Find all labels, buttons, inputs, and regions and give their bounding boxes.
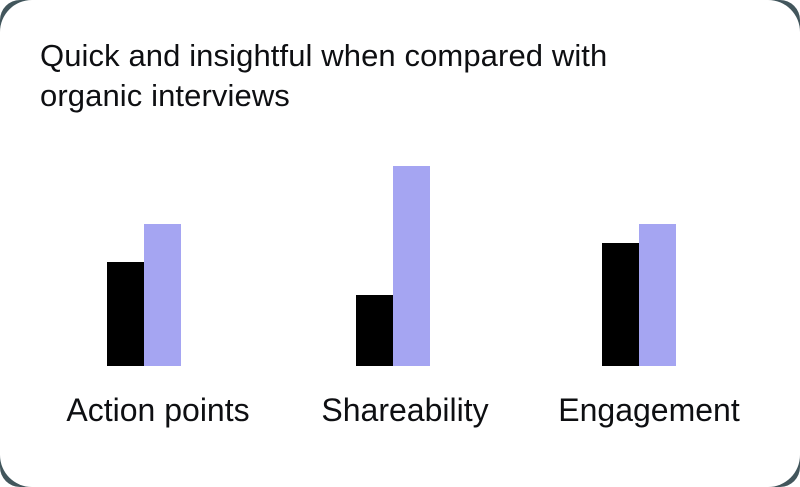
category-label: Action points [66,392,250,428]
bar-group [107,224,181,366]
black-bar [602,243,639,366]
black-bar [107,262,144,366]
purple-bar [639,224,676,366]
bar-group [602,224,676,366]
category-label: Shareability [321,392,489,428]
chart-title: Quick and insightful when compared with … [40,38,608,113]
purple-bar [393,166,430,366]
black-bar [356,295,393,366]
category-label: Engagement [558,392,740,428]
bar-group [356,166,430,366]
purple-bar [144,224,181,366]
